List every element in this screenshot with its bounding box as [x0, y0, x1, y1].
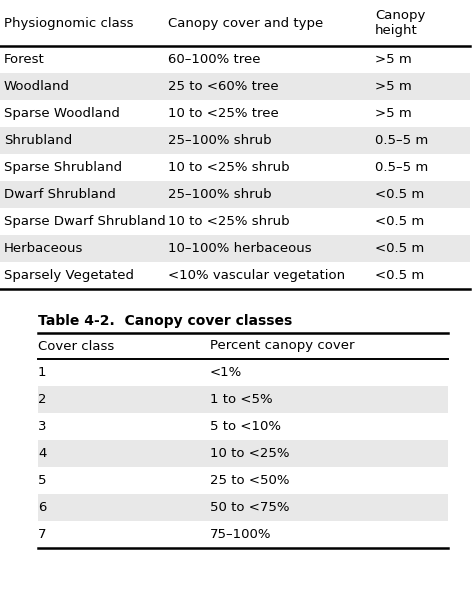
Bar	[38, 413, 448, 440]
Bar	[0, 100, 470, 127]
Bar	[38, 386, 448, 413]
Text: <1%: <1%	[210, 366, 242, 379]
Text: >5 m: >5 m	[375, 80, 412, 93]
Bar	[0, 46, 470, 73]
Text: 25 to <60% tree: 25 to <60% tree	[168, 80, 279, 93]
Text: 10 to <25% tree: 10 to <25% tree	[168, 107, 279, 120]
Text: >5 m: >5 m	[375, 107, 412, 120]
Text: 50 to <75%: 50 to <75%	[210, 501, 290, 514]
Text: Sparse Woodland: Sparse Woodland	[4, 107, 120, 120]
Text: Sparse Shrubland: Sparse Shrubland	[4, 161, 122, 174]
Text: Forest: Forest	[4, 53, 45, 66]
Text: <0.5 m: <0.5 m	[375, 269, 424, 282]
Text: Herbaceous: Herbaceous	[4, 242, 83, 255]
Bar	[0, 127, 470, 154]
Text: Physiognomic class: Physiognomic class	[4, 16, 134, 29]
Text: 0.5–5 m: 0.5–5 m	[375, 134, 428, 147]
Bar	[38, 440, 448, 467]
Text: <0.5 m: <0.5 m	[375, 215, 424, 228]
Text: Percent canopy cover: Percent canopy cover	[210, 340, 355, 353]
Text: Dwarf Shrubland: Dwarf Shrubland	[4, 188, 116, 201]
Text: 6: 6	[38, 501, 46, 514]
Text: 7: 7	[38, 528, 46, 541]
Bar	[0, 181, 470, 208]
Bar	[38, 521, 448, 548]
Text: Canopy cover and type: Canopy cover and type	[168, 16, 323, 29]
Text: 0.5–5 m: 0.5–5 m	[375, 161, 428, 174]
Bar	[38, 467, 448, 494]
Text: 10 to <25%: 10 to <25%	[210, 447, 290, 460]
Text: 75–100%: 75–100%	[210, 528, 272, 541]
Text: 25 to <50%: 25 to <50%	[210, 474, 290, 487]
Text: 5: 5	[38, 474, 46, 487]
Bar	[0, 235, 470, 262]
Bar	[0, 262, 470, 289]
Text: <0.5 m: <0.5 m	[375, 242, 424, 255]
Text: 10 to <25% shrub: 10 to <25% shrub	[168, 161, 290, 174]
Text: Sparse Dwarf Shrubland: Sparse Dwarf Shrubland	[4, 215, 166, 228]
Text: 60–100% tree: 60–100% tree	[168, 53, 261, 66]
Text: 25–100% shrub: 25–100% shrub	[168, 134, 272, 147]
Text: Canopy
height: Canopy height	[375, 9, 425, 37]
Text: 10 to <25% shrub: 10 to <25% shrub	[168, 215, 290, 228]
Text: Table 4-2.  Canopy cover classes: Table 4-2. Canopy cover classes	[38, 314, 292, 328]
Text: 4: 4	[38, 447, 46, 460]
Text: 2: 2	[38, 393, 46, 406]
Text: 1 to <5%: 1 to <5%	[210, 393, 273, 406]
Text: >5 m: >5 m	[375, 53, 412, 66]
Text: <10% vascular vegetation: <10% vascular vegetation	[168, 269, 345, 282]
Text: Sparsely Vegetated: Sparsely Vegetated	[4, 269, 134, 282]
Text: 3: 3	[38, 420, 46, 433]
Bar	[0, 73, 470, 100]
Text: 10–100% herbaceous: 10–100% herbaceous	[168, 242, 311, 255]
Bar	[38, 494, 448, 521]
Text: 1: 1	[38, 366, 46, 379]
Bar	[0, 208, 470, 235]
Bar	[38, 359, 448, 386]
Text: Cover class: Cover class	[38, 340, 114, 353]
Text: Woodland: Woodland	[4, 80, 70, 93]
Text: 5 to <10%: 5 to <10%	[210, 420, 281, 433]
Text: Shrubland: Shrubland	[4, 134, 72, 147]
Text: 25–100% shrub: 25–100% shrub	[168, 188, 272, 201]
Bar	[0, 154, 470, 181]
Text: <0.5 m: <0.5 m	[375, 188, 424, 201]
